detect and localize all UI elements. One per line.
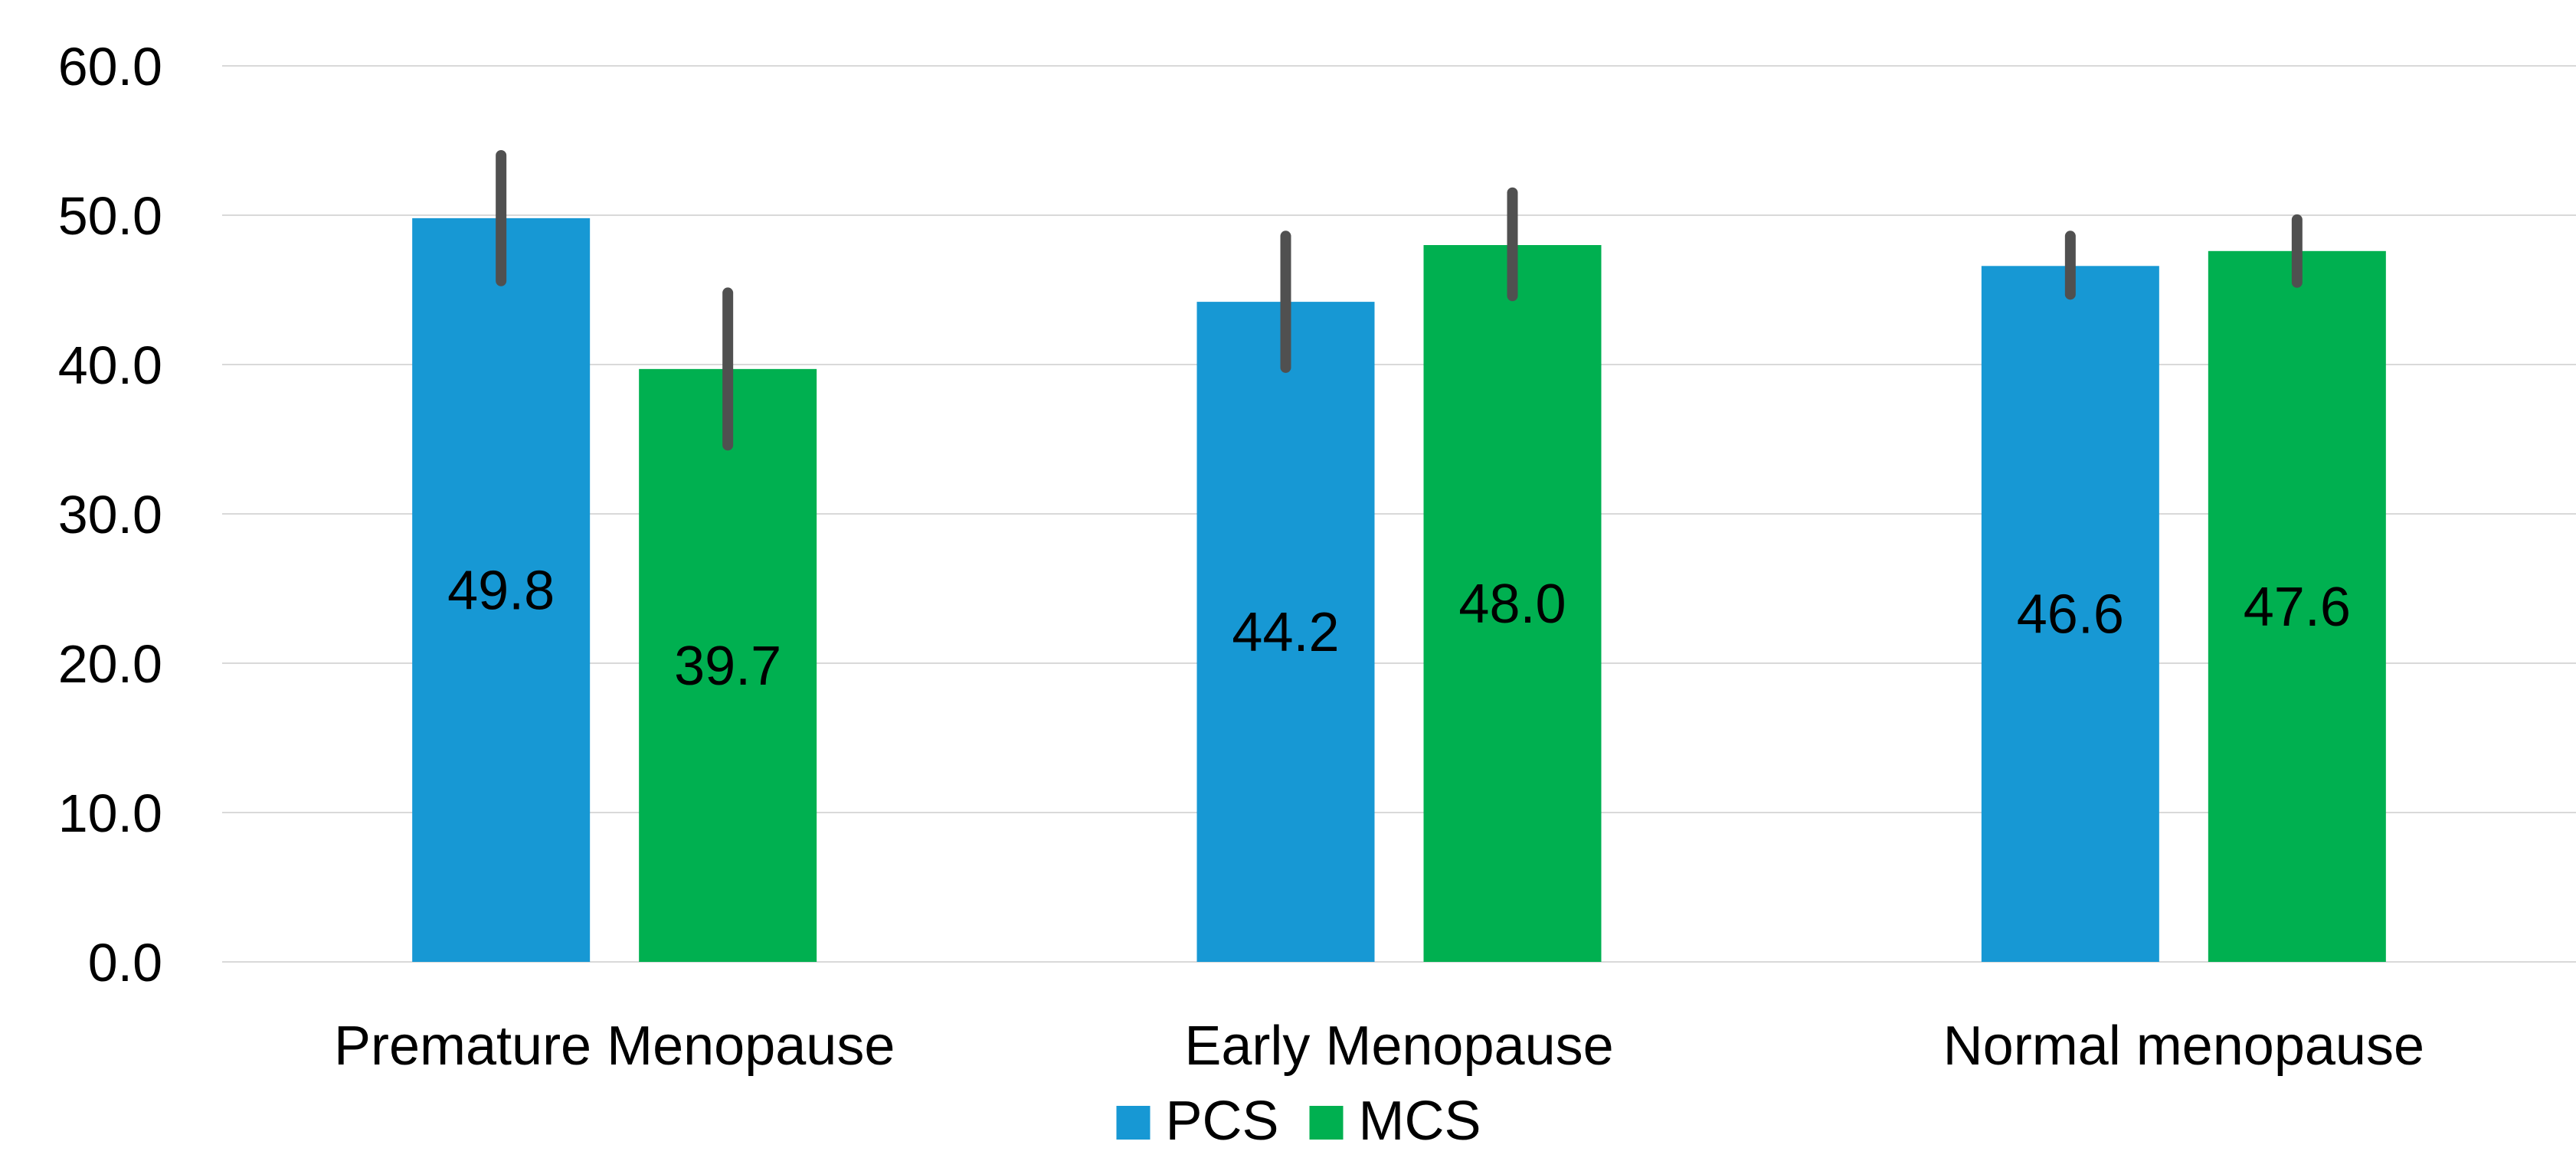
- category-label: Normal menopause: [1943, 1015, 2424, 1077]
- data-label: 46.6: [2017, 584, 2124, 646]
- data-label: 47.6: [2244, 577, 2351, 638]
- y-tick-label: 60.0: [58, 37, 162, 96]
- legend: PCS MCS: [1116, 1091, 1481, 1152]
- category-label: Early Menopause: [1184, 1015, 1613, 1077]
- y-tick-label: 50.0: [58, 186, 162, 246]
- y-tick-label: 10.0: [58, 783, 162, 843]
- bar-mcs-1: [1423, 245, 1602, 962]
- bar-mcs-0: [639, 368, 817, 963]
- data-label: 39.7: [674, 636, 781, 697]
- category-labels: Premature Menopause Early Menopause Normal…: [334, 1015, 2424, 1077]
- bar-pcs-1: [1196, 302, 1375, 963]
- data-label: 49.8: [447, 560, 555, 621]
- legend-label: MCS: [1359, 1091, 1481, 1152]
- data-label: 48.0: [1458, 574, 1566, 635]
- data-labels: 49.8 39.7 44.2 48.0 46.6 47.6: [447, 560, 2351, 696]
- legend-swatch-mcs: [1309, 1106, 1344, 1140]
- legend-label: PCS: [1166, 1091, 1279, 1152]
- y-axis-tick-labels: 0.0 10.0 20.0 30.0 40.0 50.0 60.0: [58, 37, 162, 993]
- category-label: Premature Menopause: [334, 1015, 895, 1077]
- data-label: 44.2: [1232, 602, 1339, 663]
- bars: [412, 217, 2386, 963]
- legend-swatch-pcs: [1116, 1106, 1151, 1140]
- bar-mcs-2: [2208, 250, 2386, 962]
- error-bars: [496, 150, 2303, 451]
- bar-pcs-2: [1981, 266, 2159, 962]
- gridlines: [222, 65, 2576, 963]
- y-tick-label: 20.0: [58, 634, 162, 694]
- bar-pcs-0: [412, 217, 591, 962]
- y-tick-label: 30.0: [58, 485, 162, 545]
- y-tick-label: 40.0: [58, 335, 162, 395]
- y-tick-label: 0.0: [88, 933, 162, 993]
